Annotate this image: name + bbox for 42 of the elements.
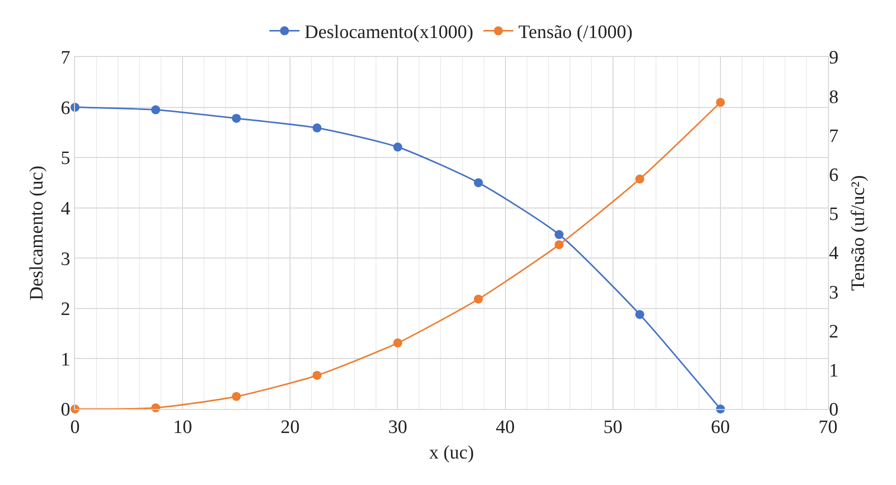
x-tick-label: 20 (280, 416, 300, 438)
y-tick-label: 2 (60, 299, 70, 320)
x-tick-label: 40 (496, 416, 515, 438)
y-tick-label: 5 (60, 148, 70, 170)
point (554, 240, 564, 250)
y-tick-label: 4 (60, 198, 71, 220)
point (393, 142, 402, 152)
point (635, 174, 644, 184)
y-tick-label: 3 (60, 248, 70, 270)
legend-label: Deslocamento(x1000) (304, 22, 474, 44)
y2-tick-label: 5 (829, 204, 838, 226)
point (312, 370, 322, 380)
y2-tick-label: 2 (829, 321, 838, 342)
y-tick-label: 1 (60, 349, 70, 370)
y-axis-title: Deslcamento (uc) (26, 166, 48, 300)
point (474, 294, 483, 304)
y-tick-label: 6 (60, 98, 70, 119)
y2-tick-label: 1 (829, 360, 838, 382)
x-tick-label: 10 (173, 416, 192, 438)
x-tick-label: 60 (710, 416, 730, 438)
x-axis-title: x (uc) (429, 442, 474, 464)
y2-tick-label: 9 (829, 48, 838, 69)
point (716, 98, 725, 107)
point (232, 392, 241, 401)
point (635, 310, 644, 319)
point (232, 114, 241, 123)
y2-axis-title: Tensão (uf/uc²) (848, 175, 869, 291)
point (312, 123, 322, 132)
point (151, 105, 160, 114)
legend-label: Tensão (/1000) (518, 22, 633, 44)
x-tick-label: 50 (603, 416, 622, 438)
point (393, 338, 402, 348)
y2-tick-label: 8 (829, 86, 838, 108)
y2-tick-label: 6 (829, 164, 838, 186)
x-tick-label: 30 (388, 416, 408, 438)
y-tick-label: 7 (60, 48, 70, 69)
point (554, 230, 564, 240)
point (474, 178, 483, 188)
y2-tick-label: 3 (829, 282, 838, 304)
y-tick-label: 0 (60, 400, 70, 421)
y2-tick-label: 7 (829, 126, 838, 147)
y2-tick-label: 4 (829, 243, 839, 264)
